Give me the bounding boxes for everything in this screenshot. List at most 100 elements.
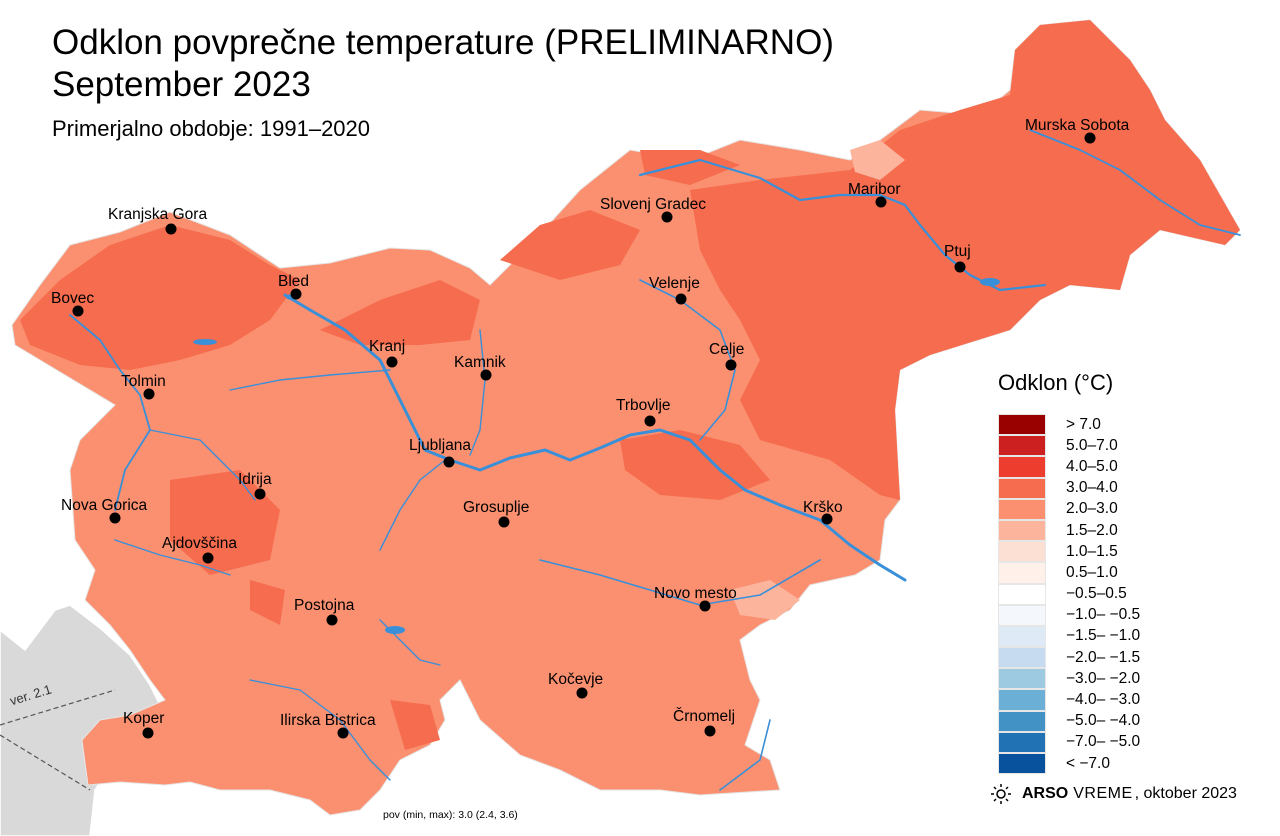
legend-label: −2.0– −1.5	[1066, 648, 1141, 666]
river-savinja	[639, 279, 736, 441]
credit-brand: ARSO	[1022, 785, 1069, 802]
legend-swatch	[998, 604, 1046, 626]
legend-label: −4.0– −3.0	[1066, 691, 1141, 709]
legend-swatch	[998, 625, 1046, 648]
city-marker	[498, 516, 510, 528]
legend-label: 3.0–4.0	[1066, 479, 1118, 497]
river-idrijca	[149, 429, 256, 501]
river-mura	[1029, 129, 1241, 236]
legend-label: −3.0– −2.0	[1066, 669, 1141, 687]
title-block: Odklon povprečne temperature (PRELIMINAR…	[52, 22, 834, 142]
city-marker	[165, 223, 177, 235]
city: Ilirska Bistrica	[280, 712, 376, 739]
city-marker	[326, 614, 338, 626]
city: Maribor	[848, 181, 901, 208]
city-label: Črnomelj	[673, 708, 735, 725]
legend-label: 1.5–2.0	[1066, 521, 1118, 539]
credit-brand-secondary: VREME	[1073, 785, 1133, 802]
legend-label: 5.0–7.0	[1066, 436, 1118, 454]
legend-label: 0.5–1.0	[1066, 563, 1118, 581]
legend-item: −7.0– −5.0	[998, 731, 1141, 753]
legend-swatch	[998, 541, 1046, 563]
city-label: Ilirska Bistrica	[280, 712, 376, 729]
river-sora	[229, 369, 391, 391]
map-period: September 2023	[52, 65, 311, 104]
legend-item: −1.5– −1.0	[998, 625, 1141, 648]
river-kolpa	[719, 719, 771, 791]
city: Kranjska Gora	[108, 206, 207, 235]
legend-item: < −7.0	[998, 753, 1140, 775]
city: Ptuj	[944, 243, 971, 273]
legend-swatch	[998, 456, 1046, 478]
city: Tolmin	[121, 373, 166, 400]
city: Slovenj Gradec	[600, 196, 706, 223]
city-label: Maribor	[848, 181, 901, 198]
legend-swatch	[998, 647, 1046, 669]
legend-swatch	[998, 710, 1046, 732]
legend-label: −1.5– −1.0	[1066, 627, 1141, 645]
legend-label: 4.0–5.0	[1066, 457, 1118, 475]
city: Kamnik	[454, 354, 506, 381]
city: Krško	[803, 499, 843, 525]
city-label: Bovec	[51, 290, 94, 307]
city-marker	[644, 415, 656, 427]
river-soca	[69, 314, 151, 511]
city-marker	[704, 725, 716, 737]
city: Trbovlje	[616, 397, 671, 427]
city-label: Kranj	[369, 338, 405, 355]
legend: Odklon (°C) > 7.0 5.0–7.0 4.0–5.0 3.0–4.0 2.…	[998, 370, 1141, 775]
map-title: Odklon povprečne temperature (PRELIMINAR…	[52, 23, 834, 62]
legend-swatch	[998, 689, 1046, 711]
credit-date: , oktober 2023	[1134, 785, 1237, 802]
city-label: Ajdovščina	[162, 535, 237, 552]
city-marker	[142, 727, 154, 739]
border-line	[0, 689, 116, 791]
city-marker	[699, 600, 711, 612]
city: Ljubljana	[409, 437, 471, 468]
credit: ARSO VREME , oktober 2023	[990, 783, 1237, 805]
light-anomaly-areas	[730, 140, 905, 620]
legend-swatch	[998, 498, 1046, 520]
legend-item: −4.0– −3.0	[998, 689, 1141, 711]
city-marker	[661, 211, 673, 223]
river-reka	[249, 679, 391, 781]
lake-cerknica	[385, 626, 405, 634]
legend-item: 4.0–5.0	[998, 456, 1140, 478]
city-label: Bled	[278, 273, 309, 290]
legend-title: Odklon (°C)	[998, 370, 1114, 395]
neighbor-territory	[0, 604, 161, 836]
reference-period: Primerjalno obdobje: 1991–2020	[52, 116, 371, 141]
legend-label: −1.0– −0.5	[1066, 606, 1141, 624]
city: Ajdovščina	[162, 535, 237, 564]
city-marker	[254, 488, 266, 500]
city-label: Grosuplje	[463, 499, 529, 516]
city-marker	[675, 293, 687, 305]
legend-item: −5.0– −4.0	[998, 710, 1140, 732]
city-label: Postojna	[294, 597, 355, 614]
lake-ptuj	[980, 278, 1000, 286]
city: Črnomelj	[673, 708, 735, 737]
legend-swatch	[998, 668, 1046, 690]
city: Murska Sobota	[1025, 117, 1130, 144]
legend-label: −7.0– −5.0	[1066, 733, 1141, 751]
city-label: Celje	[709, 341, 744, 358]
lake-bohinj	[193, 339, 217, 345]
city-label: Trbovlje	[616, 397, 671, 414]
city-marker	[875, 196, 887, 208]
city-marker	[337, 727, 349, 739]
legend-item: −1.0– −0.5	[998, 604, 1141, 626]
cities-layer: Murska Sobota Maribor Slovenj Gradec Kranjs…	[51, 117, 1130, 739]
city-label: Koper	[123, 710, 164, 727]
city: Bovec	[51, 290, 94, 317]
legend-item: 3.0–4.0	[998, 477, 1140, 499]
city-marker	[386, 356, 398, 368]
legend-swatch	[998, 414, 1046, 436]
city-label: Slovenj Gradec	[600, 196, 706, 213]
legend-label: < −7.0	[1066, 754, 1110, 772]
city-marker	[109, 512, 121, 524]
city: Velenje	[649, 275, 700, 305]
legend-item: −3.0– −2.0	[998, 668, 1141, 690]
legend-label: > 7.0	[1066, 415, 1101, 433]
legend-label: 2.0–3.0	[1066, 500, 1118, 518]
